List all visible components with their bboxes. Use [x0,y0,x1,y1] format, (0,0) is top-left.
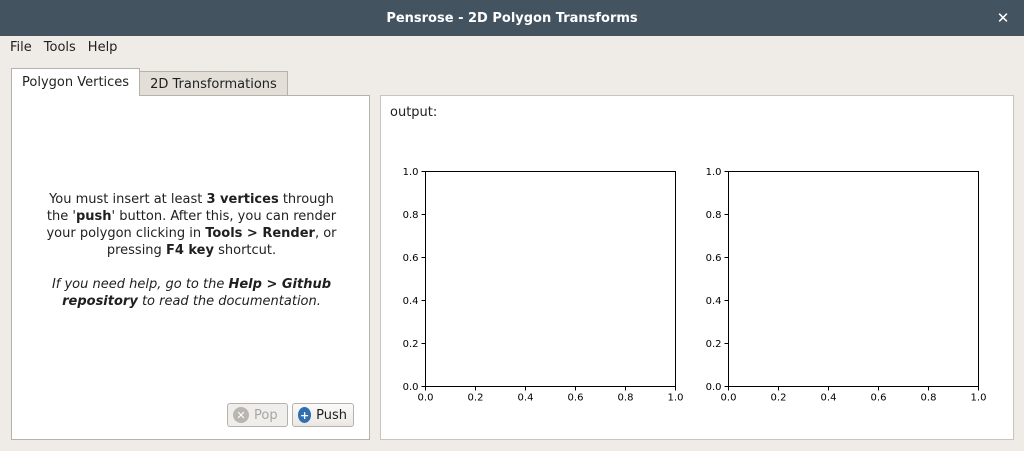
polygon-vertices-panel: You must insert at least 3 vertices thro… [11,95,370,440]
plot-1-x-tick-label: 0.6 [568,393,584,404]
title-bar: Pensrose - 2D Polygon Transforms ✕ [0,0,1024,36]
plot-1-y-tick-label: 0.6 [403,253,419,264]
help-paragraph: If you need help, go to the Help > Githu… [51,277,332,309]
output-label: output: [390,105,438,120]
output-charts: 0.0 0.2 0.4 0.6 0.8 1.00.00.20.40.60.81.00.0 0… [403,167,987,404]
tab-polygon-vertices[interactable]: Polygon Vertices [11,68,141,96]
plot-2-axes-frame [728,171,979,387]
plot-2-x-tick-label: 0.2 [771,393,787,404]
menu-file[interactable]: File [10,39,32,55]
instructions-text: You must insert at least 3 vertices thro… [12,191,371,310]
plot-2-x-tick-label: 0.6 [871,393,887,404]
remove-icon: ✕ [233,407,249,423]
pop-button-label: Pop [254,407,278,423]
plot-2-y-tick-label: 0.6 [706,253,722,264]
plot-1-y-tick-label: 0.8 [403,210,419,221]
tab-2d-transformations[interactable]: 2D Transformations [139,71,288,96]
push-button-label: Push [316,407,347,423]
add-icon: + [298,407,312,423]
plot-1-x-tick-label: 0.4 [518,393,534,404]
menu-help[interactable]: Help [87,39,118,55]
plot-1-x-tick-label: 0.0 [418,393,434,404]
plot-2-y-tick-label: 0.4 [706,296,722,307]
plot-2-x-tick-label: 0.8 [921,393,937,404]
close-icon[interactable]: ✕ [996,9,1010,27]
plot-2-y-tick-label: 1.0 [706,167,722,178]
plot-1-axes-frame [425,171,676,387]
plot-2-y-tick-label: 0.2 [706,339,722,350]
plot-2-y-tick-label: 0.0 [706,382,722,393]
instructions-paragraph: You must insert at least 3 vertices thro… [46,192,337,258]
plot-1-y-tick-label: 1.0 [403,167,419,178]
plot-1-y-tick-label: 0.0 [403,382,419,393]
menu-tools[interactable]: Tools [43,39,76,55]
plot-2-x-tick-label: 0.0 [721,393,737,404]
plot-1-y-tick-label: 0.4 [403,296,419,307]
plot-2-x-tick-label: 1.0 [971,393,987,404]
tab-bar: Polygon Vertices 2D Transformations [11,68,288,96]
window-title: Pensrose - 2D Polygon Transforms [386,10,638,26]
plot-1-x-tick-label: 0.2 [468,393,484,404]
pop-button[interactable]: ✕ Pop [227,403,288,427]
output-panel: output: 0.0 0.2 0.4 0.6 0.8 1.0 0.0 0.2 0.4 0.6 0.… [380,95,1014,440]
plot-1-y-tick-label: 0.2 [403,339,419,350]
plot-2-y-tick-label: 0.8 [706,210,722,221]
push-button[interactable]: + Push [292,403,354,427]
menu-bar: File Tools Help [0,36,1024,58]
plot-2-x-tick-label: 0.4 [821,393,837,404]
plot-1-x-tick-label: 0.8 [618,393,634,404]
plot-1-x-tick-label: 1.0 [668,393,684,404]
